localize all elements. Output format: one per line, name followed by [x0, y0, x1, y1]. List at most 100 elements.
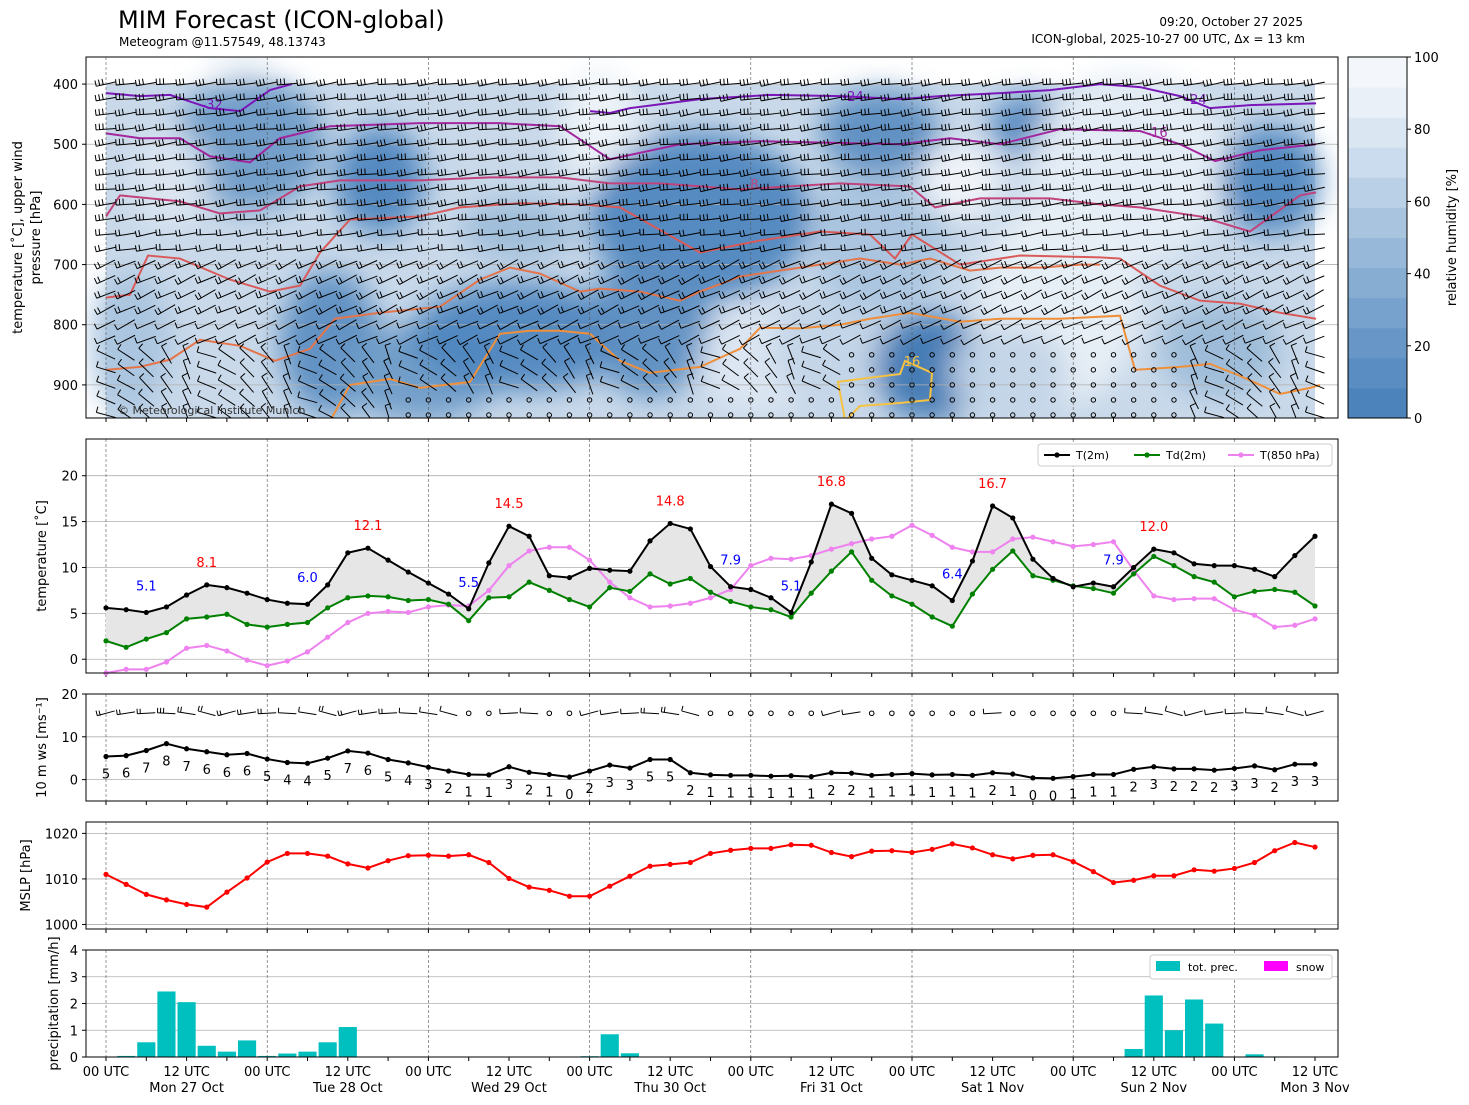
upper-wind-barb: [1283, 168, 1305, 177]
mslp-point: [204, 904, 210, 910]
upper-wind-barb: [1243, 78, 1265, 87]
upper-wind-barb: [840, 108, 862, 117]
upper-wind-barb: [1189, 387, 1199, 410]
calm-wind-marker: [1050, 412, 1056, 418]
upper-wind-barb: [1243, 244, 1265, 252]
calm-wind-marker: [889, 367, 895, 373]
upper-wind-barb: [1001, 229, 1023, 237]
mslp-point: [304, 850, 311, 857]
t2m-point: [728, 584, 734, 590]
upper-wind-barb: [1202, 153, 1225, 162]
mslp-point: [506, 875, 512, 882]
x-tick-label: 12 UTC: [325, 1065, 371, 1080]
upper-wind-barb: [1282, 260, 1305, 269]
upper-wind-barb: [840, 198, 862, 206]
calm-wind-marker: [405, 397, 411, 403]
upper-wind-barb: [678, 289, 700, 300]
upper-wind-barb: [1101, 335, 1123, 345]
t850-point: [1010, 536, 1016, 542]
upper-wind-barb: [719, 108, 741, 117]
upper-wind-barb: [235, 183, 258, 192]
upper-wind-barb: [496, 274, 519, 285]
upper-wind-barb: [638, 153, 661, 161]
upper-wind-barb: [517, 123, 540, 132]
upper-wind-barb: [218, 343, 236, 361]
isotherm-line: [330, 311, 1321, 418]
upper-wind-barb: [920, 213, 943, 222]
upper-wind-barb: [1041, 229, 1064, 237]
calm-wind-marker: [788, 412, 794, 418]
calm-wind-marker: [486, 412, 492, 418]
day-label: Mon 27 Oct: [149, 1081, 224, 1096]
t2m-point: [405, 569, 411, 575]
wind-speed-label: 3: [424, 778, 432, 793]
upper-wind-barb: [476, 290, 499, 299]
t850-point: [687, 600, 693, 606]
upper-wind-barb: [1202, 138, 1225, 147]
upper-wind-barb: [295, 305, 317, 315]
upper-wind-barb: [517, 260, 539, 269]
upper-wind-barb: [686, 373, 694, 395]
page-subtitle: Meteogram @11.57549, 48.13743: [119, 35, 326, 49]
upper-wind-barb: [283, 387, 292, 410]
wind-speed-point: [405, 760, 411, 766]
upper-wind-barb: [961, 183, 983, 192]
upper-wind-barb: [1263, 138, 1285, 147]
upper-wind-barb: [759, 229, 781, 236]
upper-wind-barb: [598, 78, 620, 86]
x-tick-label: 00 UTC: [566, 1065, 612, 1080]
isotherm-line: [105, 83, 293, 113]
upper-wind-barb: [296, 123, 318, 132]
upper-wind-barb: [396, 274, 418, 285]
x-tick-label: 12 UTC: [647, 1065, 693, 1080]
upper-wind-barb: [335, 334, 357, 345]
calm-wind-marker: [1110, 352, 1117, 358]
upper-wind-barb: [1262, 335, 1285, 345]
mslp-point: [425, 852, 431, 858]
upper-wind-barb: [235, 138, 258, 146]
upper-wind-barb: [1182, 198, 1205, 207]
upper-wind-barb: [457, 168, 479, 177]
upper-wind-barb: [154, 304, 176, 316]
upper-wind-barb: [698, 244, 721, 253]
max-temp-label: 14.5: [495, 497, 524, 512]
upper-wind-barb: [181, 372, 192, 395]
upper-wind-barb: [276, 244, 298, 251]
upper-wind-barb: [396, 289, 418, 300]
day-label: Fri 31 Oct: [800, 1081, 863, 1096]
wind-speed-label: 1: [807, 788, 815, 803]
calm-wind-marker: [889, 710, 895, 717]
upper-wind-barb: [1021, 138, 1043, 147]
upper-wind-barb: [335, 274, 357, 285]
upper-wind-barb: [235, 78, 258, 86]
upper-wind-barb: [1020, 289, 1042, 300]
mslp-point: [143, 891, 149, 897]
upper-wind-barb: [659, 183, 681, 191]
upper-wind-barb: [779, 108, 802, 117]
upper-wind-barb: [779, 334, 801, 345]
upper-wind-barb: [356, 78, 378, 87]
upper-wind-barb: [1142, 244, 1164, 253]
upper-wind-barb: [879, 290, 902, 300]
upper-wind-barb: [618, 138, 640, 146]
upper-wind-barb: [1182, 123, 1205, 132]
upper-wind-barb: [138, 343, 155, 362]
calm-wind-marker: [1030, 397, 1036, 403]
upper-wind-barb: [1242, 289, 1264, 300]
mslp-point: [1151, 873, 1157, 879]
upper-wind-barb: [1020, 275, 1043, 284]
upper-wind-barb: [234, 274, 256, 286]
upper-wind-barb: [598, 108, 620, 117]
upper-wind-barb: [799, 138, 822, 147]
wind-speed-label: 3: [1150, 778, 1158, 793]
upper-wind-barb: [920, 198, 943, 207]
upper-wind-barb: [194, 259, 217, 270]
upper-wind-barb: [517, 289, 539, 300]
calm-wind-marker: [465, 710, 472, 717]
wind-speed-point: [184, 746, 190, 752]
wind-speed-point: [909, 771, 915, 777]
upper-wind-barb: [1302, 304, 1325, 315]
mslp-point: [728, 847, 734, 853]
upper-wind-barb: [719, 138, 741, 146]
upper-wind-barb: [764, 372, 777, 394]
